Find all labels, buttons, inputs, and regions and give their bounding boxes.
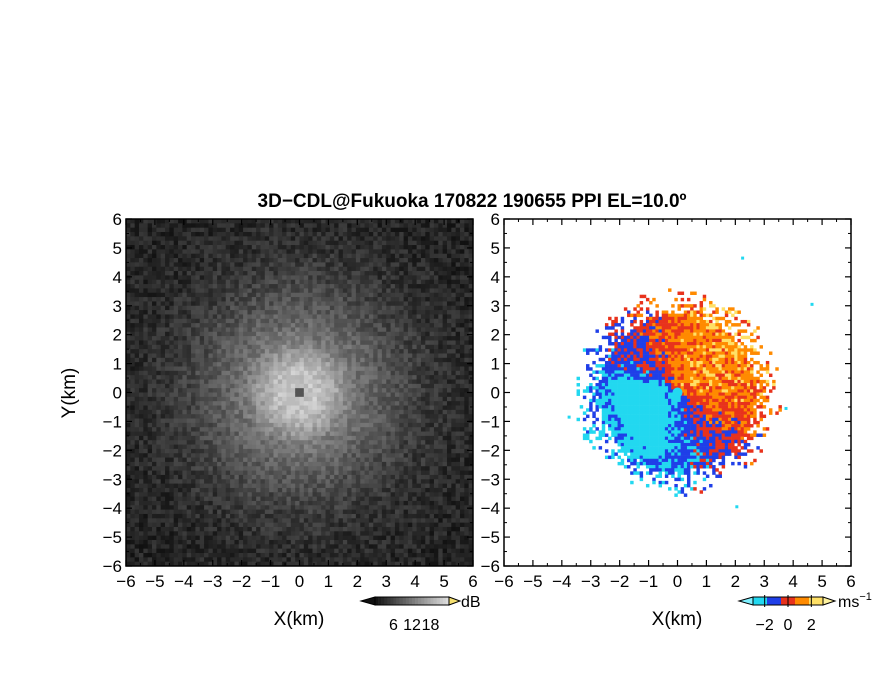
y-tick-label: −5 [103,528,122,547]
y-tick-label: 4 [491,268,500,287]
velocity-colorbar-tick: 0 [784,617,793,634]
x-tick-label: −1 [261,572,280,591]
y-tick-label: −3 [103,470,122,489]
x-tick-label: −6 [116,572,135,591]
y-tick-label: 3 [113,297,122,316]
y-tick-label: −4 [103,499,122,518]
right-axis-ticks: −6 6 −5 5 −4 4 −3 3 −2 2 −1 1 0 0 1 −1 2 −2 3 −3 4 −4 5 −5 6 −6 [481,210,856,591]
intensity-colorbar-unit: dB [461,594,481,611]
x-tick-label: −5 [523,572,542,591]
y-tick-label: 3 [491,297,500,316]
chart-title: 3D−CDL@Fukuoka 170822 190655 PPI EL=10.0… [258,191,687,212]
x-tick-label: −1 [639,572,658,591]
y-tick-label: 2 [113,326,122,345]
x-tick-label: −2 [610,572,629,591]
left-panel: −6 6 −5 5 −4 4 −3 3 −2 2 −1 1 0 0 1 −1 2 −2 3 −3 4 −4 5 −5 6 −6 X… [59,210,478,630]
x-tick-label: 2 [353,572,362,591]
x-tick-label: −2 [232,572,251,591]
x-tick-label: 1 [324,572,333,591]
x-tick-label: −3 [581,572,600,591]
y-tick-label: 2 [491,326,500,345]
velocity-colorbar-tick: −2 [756,617,774,634]
intensity-colorbar: 6 12 18 dB [359,594,481,634]
velocity-colorbar: −2 0 2 ms−1 [737,591,872,634]
y-tick-label: −6 [103,557,122,576]
y-tick-label: −2 [481,441,500,460]
x-tick-label: 4 [410,572,419,591]
y-tick-label: 6 [113,210,122,229]
velocity-colorbar-tick: 2 [807,617,816,634]
x-tick-label: −6 [494,572,513,591]
y-tick-label: 1 [491,355,500,374]
intensity-colorbar-tick: 12 [403,617,421,634]
x-tick-label: 4 [788,572,797,591]
left-x-axis-label: X(km) [274,609,325,630]
intensity-field [126,219,474,567]
y-tick-label: 6 [491,210,500,229]
x-tick-label: 2 [731,572,740,591]
x-tick-label: 6 [468,572,477,591]
right-panel: −6 6 −5 5 −4 4 −3 3 −2 2 −1 1 0 0 1 −1 2 −2 3 −3 4 −4 5 −5 6 −6 X… [481,210,856,630]
y-tick-label: 5 [113,239,122,258]
x-tick-label: −4 [552,572,571,591]
x-tick-label: 6 [846,572,855,591]
y-tick-label: −4 [481,499,500,518]
y-tick-label: 1 [113,355,122,374]
y-tick-label: 0 [491,384,500,403]
velocity-colorbar-unit: ms−1 [838,591,872,611]
x-tick-label: 0 [673,572,682,591]
intensity-colorbar-tick: 18 [422,617,440,634]
x-tick-label: 1 [702,572,711,591]
x-tick-label: −3 [203,572,222,591]
x-tick-label: 5 [439,572,448,591]
velocity-field [567,256,814,509]
left-axis-ticks: −6 6 −5 5 −4 4 −3 3 −2 2 −1 1 0 0 1 −1 2 −2 3 −3 4 −4 5 −5 6 −6 [103,210,478,591]
y-tick-label: −6 [481,557,500,576]
y-tick-label: −5 [481,528,500,547]
right-x-axis-label: X(km) [652,609,703,630]
y-tick-label: −1 [103,412,122,431]
y-tick-label: −3 [481,470,500,489]
x-tick-label: 0 [295,572,304,591]
y-axis-label: Y(km) [59,368,80,419]
y-tick-label: 4 [113,268,122,287]
intensity-colorbar-tick: 6 [389,617,398,634]
x-tick-label: −5 [145,572,164,591]
y-tick-label: 0 [113,384,122,403]
x-tick-label: 5 [817,572,826,591]
y-tick-label: −1 [481,412,500,431]
x-tick-label: 3 [760,572,769,591]
x-tick-label: 3 [382,572,391,591]
y-tick-label: 5 [491,239,500,258]
y-tick-label: −2 [103,441,122,460]
x-tick-label: −4 [174,572,193,591]
